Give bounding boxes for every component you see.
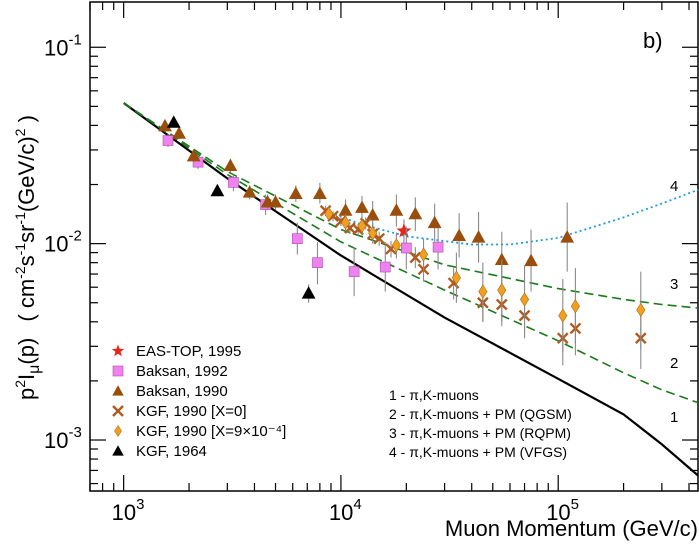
model-description: 4 - π,K-muons + PM (VFGS)	[389, 444, 567, 460]
data-point	[452, 228, 467, 242]
legend-entry: KGF, 1964	[136, 443, 207, 460]
model-description: 1 - π,K-muons	[389, 387, 479, 403]
data-point	[560, 230, 575, 243]
data-points	[158, 115, 647, 369]
data-point	[379, 261, 391, 273]
data-point	[312, 186, 327, 200]
data-point	[186, 148, 201, 162]
series-4	[324, 206, 646, 353]
x-tick-label: 103	[112, 496, 145, 525]
series-5	[166, 115, 316, 303]
legend-marker	[112, 385, 124, 396]
cross-stroke	[112, 405, 124, 417]
data-point	[389, 203, 404, 216]
data-point	[427, 215, 442, 229]
data-point	[162, 135, 174, 146]
legend-entry: KGF, 1990 [X=0]	[136, 403, 247, 420]
legend-marker	[112, 365, 124, 377]
data-point	[268, 195, 283, 208]
data-point	[340, 215, 351, 230]
model-description: 2 - π,K-muons + PM (QGSM)	[389, 406, 572, 422]
x-tick-label: 105	[546, 496, 579, 525]
data-point	[432, 241, 444, 253]
data-point	[451, 270, 461, 285]
curve-label-4: 4	[670, 178, 678, 195]
curve-label-3: 3	[670, 276, 678, 293]
legend-entry: EAS-TOP, 1995	[136, 343, 241, 360]
legend-entry: KGF, 1990 [X=9×10⁻⁴]	[136, 423, 286, 440]
model-curve-3	[123, 102, 699, 309]
data-point	[288, 186, 303, 200]
series-2	[158, 118, 575, 292]
data-point	[494, 252, 509, 266]
legend-marker	[112, 445, 124, 456]
data-point	[478, 284, 488, 299]
data-point	[348, 266, 360, 277]
legend-marker	[111, 344, 125, 357]
x-tick-label: 104	[329, 496, 362, 525]
data-point	[158, 118, 172, 132]
y-tick-label: 10-1	[44, 31, 82, 60]
legend: EAS-TOP, 1995 Baksan, 1992 Baksan, 1990 KGF…	[111, 343, 286, 460]
y-tick-label: 10-3	[44, 424, 82, 453]
data-point	[228, 177, 239, 188]
model-legend: 1 - π,K-muons 2 - π,K-muons + PM (QGSM) 3 …	[389, 387, 572, 460]
curve-label-2: 2	[670, 355, 678, 372]
data-point	[396, 223, 412, 238]
cross-stroke	[409, 251, 422, 264]
data-point	[292, 233, 303, 244]
data-point	[409, 251, 422, 264]
x-axis-title: Muon Momentum (GeV/c)	[445, 516, 698, 541]
data-point	[418, 247, 429, 262]
data-point	[558, 308, 568, 323]
cross-stroke	[373, 232, 386, 245]
data-point	[408, 206, 423, 220]
data-point	[471, 230, 486, 243]
model-description: 3 - π,K-muons + PM (RQPM)	[389, 425, 571, 441]
data-point	[301, 286, 316, 299]
data-point	[357, 218, 367, 234]
model-curve-4	[325, 188, 699, 246]
data-point	[312, 257, 323, 268]
y-tick-label: 10-2	[44, 228, 82, 257]
series-0	[396, 219, 412, 246]
data-point	[338, 203, 353, 216]
plot-frame	[89, 1, 699, 492]
data-point	[368, 226, 378, 241]
data-point	[636, 302, 646, 318]
data-point	[324, 206, 334, 221]
y-axis-title: p2Iμ(p) ( cm-2s-1sr-1(GeV/c)2 )	[12, 115, 43, 400]
model-curve-1	[123, 102, 699, 477]
data-point	[166, 115, 181, 128]
data-point	[497, 282, 507, 298]
data-point	[524, 253, 538, 267]
legend-entry: Baksan, 1990	[136, 383, 228, 400]
panel-label: b)	[643, 28, 663, 53]
data-point	[242, 185, 257, 198]
data-point	[365, 208, 380, 221]
legend-entry: Baksan, 1992	[136, 363, 228, 380]
legend-marker	[112, 405, 124, 417]
curve-label-1: 1	[670, 409, 678, 426]
data-point	[172, 126, 187, 139]
axis-ticks	[89, 2, 698, 491]
data-point	[355, 200, 369, 213]
data-point	[223, 158, 238, 172]
data-point	[401, 242, 412, 254]
data-point	[391, 238, 401, 253]
data-point	[210, 183, 225, 197]
data-point	[570, 299, 580, 314]
legend-marker	[114, 424, 122, 438]
data-point	[519, 292, 530, 307]
